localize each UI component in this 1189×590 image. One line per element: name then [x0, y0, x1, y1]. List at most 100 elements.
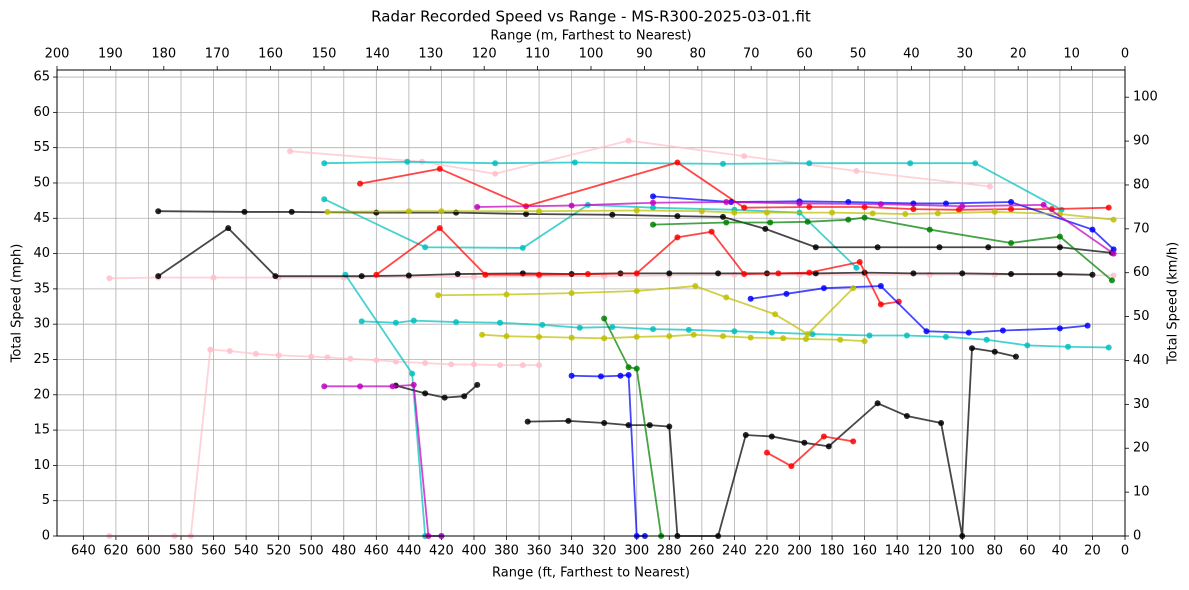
- data-point: [373, 357, 380, 364]
- x-tick-label: 280: [657, 544, 682, 559]
- series-line: [109, 348, 540, 537]
- x-tick-label: 460: [364, 544, 389, 559]
- data-point: [853, 264, 860, 271]
- x-tick-label: 180: [820, 544, 845, 559]
- data-point: [674, 213, 681, 220]
- data-point: [324, 354, 331, 361]
- y-tick-label: 40: [33, 246, 50, 261]
- x2-tick-label: 20: [1010, 47, 1027, 62]
- data-point: [866, 332, 873, 339]
- x-tick-label: 500: [299, 544, 324, 559]
- data-point: [1108, 277, 1115, 284]
- data-point: [287, 148, 294, 155]
- data-point: [850, 438, 857, 445]
- data-point: [685, 326, 692, 333]
- x-tick-label: 640: [71, 544, 96, 559]
- data-point: [991, 271, 998, 278]
- data-point: [272, 273, 279, 280]
- data-point: [666, 333, 673, 340]
- y2-tick-label: 40: [1133, 353, 1150, 368]
- x-axis-label: Range (ft, Farthest to Nearest): [492, 566, 690, 581]
- data-point: [959, 203, 966, 210]
- data-point: [519, 244, 526, 251]
- y2-tick-label: 50: [1133, 309, 1150, 324]
- x2-tick-label: 140: [365, 47, 390, 62]
- data-point: [666, 270, 673, 277]
- data-point: [934, 210, 941, 217]
- data-point: [357, 180, 364, 187]
- data-point: [938, 420, 945, 427]
- x2-tick-label: 190: [98, 47, 123, 62]
- x-tick-label: 340: [559, 544, 584, 559]
- data-point: [719, 333, 726, 340]
- data-point: [1008, 206, 1015, 213]
- data-point: [741, 204, 748, 211]
- x2-axis-label: Range (m, Farthest to Nearest): [490, 29, 691, 44]
- data-point: [775, 270, 782, 277]
- data-point: [747, 295, 754, 302]
- data-point: [877, 301, 884, 308]
- data-point: [405, 208, 412, 215]
- data-point: [698, 208, 705, 215]
- data-point: [1008, 199, 1015, 206]
- data-point: [723, 294, 730, 301]
- data-point: [565, 417, 572, 424]
- data-point: [357, 383, 364, 390]
- y-tick-label: 50: [33, 175, 50, 190]
- data-point: [438, 208, 445, 215]
- data-point: [210, 274, 217, 281]
- data-point: [571, 159, 578, 166]
- data-point: [874, 244, 881, 251]
- x-tick-label: 480: [331, 544, 356, 559]
- data-point: [625, 364, 632, 371]
- data-point: [1008, 239, 1015, 246]
- data-point: [903, 412, 910, 419]
- data-point: [825, 443, 832, 450]
- x-tick-label: 240: [722, 544, 747, 559]
- data-point: [902, 211, 909, 218]
- data-point: [288, 208, 295, 215]
- data-point: [829, 209, 836, 216]
- x-tick-label: 200: [787, 544, 812, 559]
- x-tick-label: 400: [462, 544, 487, 559]
- series-line: [571, 374, 645, 537]
- x2-tick-label: 0: [1121, 47, 1129, 62]
- data-point: [991, 208, 998, 215]
- data-point: [796, 200, 803, 207]
- x-tick-label: 260: [689, 544, 714, 559]
- x2-tick-label: 50: [850, 47, 867, 62]
- x2-tick-label: 110: [525, 47, 550, 62]
- x-tick-label: 380: [494, 544, 519, 559]
- data-point: [783, 290, 790, 297]
- data-point: [936, 244, 943, 251]
- data-point: [568, 290, 575, 297]
- data-point: [482, 271, 489, 278]
- data-point: [1056, 233, 1063, 240]
- y-tick-label: 25: [33, 352, 50, 367]
- data-point: [1065, 343, 1072, 350]
- data-point: [474, 381, 481, 388]
- data-point: [633, 287, 640, 294]
- data-point: [923, 328, 930, 335]
- data-point: [986, 183, 993, 190]
- data-point: [780, 335, 787, 342]
- data-point: [576, 324, 583, 331]
- data-point: [969, 345, 976, 352]
- x-tick-label: 300: [624, 544, 649, 559]
- data-point: [747, 334, 754, 341]
- data-point: [497, 362, 504, 369]
- data-point: [650, 193, 657, 200]
- data-point: [965, 329, 972, 336]
- data-point: [812, 244, 819, 251]
- data-point: [942, 333, 949, 340]
- data-point: [869, 210, 876, 217]
- series-line: [361, 319, 1109, 349]
- data-point: [461, 393, 468, 400]
- x-tick-label: 600: [136, 544, 161, 559]
- x-tick-label: 0: [1121, 544, 1129, 559]
- series-line: [603, 318, 663, 537]
- data-point: [767, 219, 774, 226]
- data-point: [788, 463, 795, 470]
- x-tick-label: 440: [396, 544, 421, 559]
- data-point: [536, 271, 543, 278]
